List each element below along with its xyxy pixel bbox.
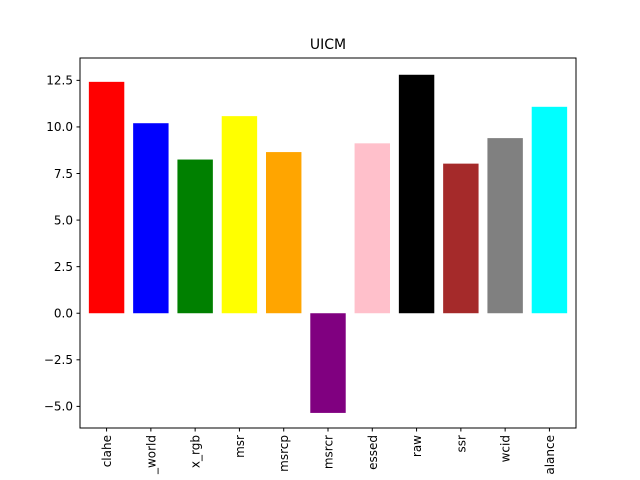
bar-msrcr — [310, 313, 346, 413]
x-tick-label: clahe — [100, 435, 114, 467]
bar-clahe — [88, 81, 125, 314]
x-tick-label: raw — [410, 435, 424, 457]
x-tick-label: msr — [233, 435, 247, 458]
y-tick-label: 2.5 — [54, 260, 73, 274]
y-tick-label: 0.0 — [54, 307, 73, 321]
bar-world — [133, 123, 169, 314]
y-tick-label: 5.0 — [54, 213, 73, 227]
bar-ssr — [443, 163, 479, 314]
y-tick-label: −2.5 — [44, 353, 73, 367]
bar-msr — [221, 116, 258, 314]
x-tick-label: wcid — [499, 435, 513, 462]
y-axis: −5.0 −2.5 0.0 2.5 5.0 7.5 10.0 12.5 — [44, 74, 80, 414]
chart-title: UICM — [310, 37, 346, 53]
y-tick-label: 12.5 — [46, 74, 73, 88]
bars-group — [88, 74, 568, 413]
x-tick-label: alance — [543, 435, 557, 475]
x-tick-label: msrcp — [277, 435, 291, 472]
bar-essed — [354, 143, 390, 314]
bar-wcid — [487, 138, 523, 314]
y-tick-label: 7.5 — [54, 167, 73, 181]
x-tick-label: msrcr — [322, 435, 336, 469]
x-tick-label: ssr — [454, 435, 468, 453]
x-tick-label: x_rgb — [189, 435, 203, 468]
bar-x-rgb — [177, 159, 213, 314]
y-tick-label: −5.0 — [44, 400, 73, 414]
bar-raw — [398, 74, 435, 314]
bar-alance — [531, 106, 568, 314]
bar-msrcp — [266, 152, 302, 314]
x-tick-label: essed — [366, 435, 380, 470]
x-tick-label: _world — [144, 435, 158, 475]
x-axis: clahe _world x_rgb msr msrcp msrcr essed raw ssr… — [100, 428, 557, 475]
y-tick-label: 10.0 — [46, 120, 73, 134]
